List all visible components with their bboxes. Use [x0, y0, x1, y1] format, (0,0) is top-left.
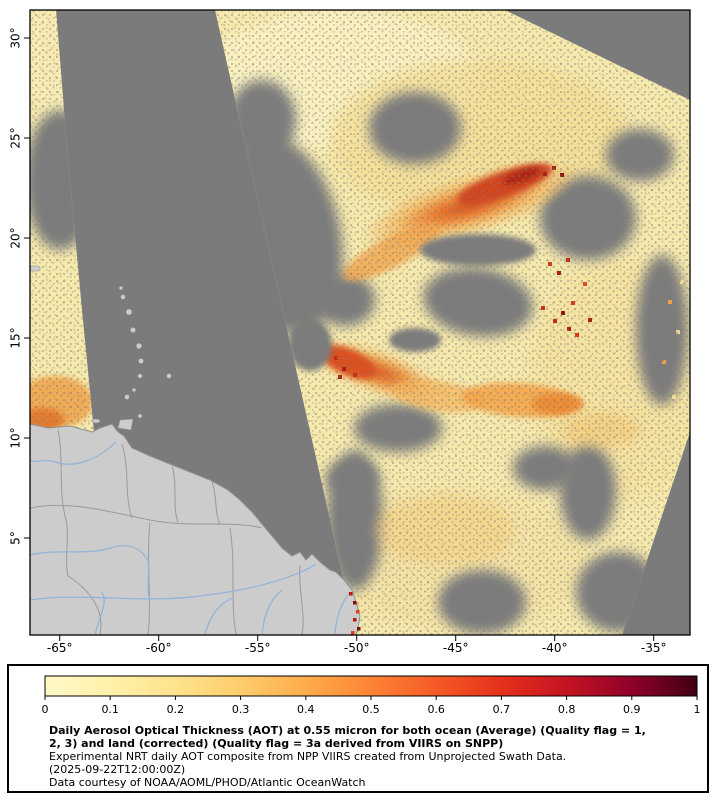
- colorbar-ticks: [44, 696, 698, 700]
- colorbar-tick-label: 0.2: [167, 703, 185, 716]
- caption-line-3: Experimental NRT daily AOT composite fro…: [49, 750, 567, 763]
- colorbar-tick-label: 0: [42, 703, 49, 716]
- colorbar-tick-label: 0.6: [427, 703, 445, 716]
- map-frame: [29, 9, 691, 636]
- colorbar: 0 0.1 0.2 0.3 0.4 0.5 0.6 0.7 0.8 0.9 1: [42, 675, 701, 716]
- colorbar-tick-label: 0.9: [623, 703, 641, 716]
- colorbar-tick-label: 0.5: [362, 703, 380, 716]
- axis-ticks: [24, 37, 655, 641]
- caption-line-4: (2025-09-22T12:00:00Z): [49, 763, 186, 776]
- colorbar-gradient-bar: [44, 675, 698, 697]
- country-borders: [29, 429, 304, 636]
- lon-tick-label: -45°: [443, 641, 469, 655]
- lon-tick-label: -35°: [641, 641, 667, 655]
- caption: Daily Aerosol Optical Thickness (AOT) at…: [9, 722, 707, 789]
- aot-map: -65° -60° -55° -50° -45° -40° -35° 30° 2…: [9, 9, 691, 655]
- caption-line-1: Daily Aerosol Optical Thickness (AOT) at…: [49, 724, 646, 737]
- colorbar-tick-label: 0.1: [101, 703, 119, 716]
- colorbar-tick-labels: 0 0.1 0.2 0.3 0.4 0.5 0.6 0.7 0.8 0.9 1: [42, 703, 701, 716]
- legend-box: 0 0.1 0.2 0.3 0.4 0.5 0.6 0.7 0.8 0.9 1 …: [7, 664, 709, 793]
- lon-tick-label: -65°: [47, 641, 73, 655]
- caption-line-2: 2, 3) and land (corrected) (Quality flag…: [49, 737, 504, 750]
- lon-tick-label: -50°: [344, 641, 370, 655]
- colorbar-tick-label: 0.4: [297, 703, 315, 716]
- land-south-america: [29, 423, 361, 636]
- rivers: [29, 441, 351, 636]
- lon-tick-label: -40°: [542, 641, 568, 655]
- lon-axis-labels: -65° -60° -55° -50° -45° -40° -35°: [47, 641, 667, 655]
- colorbar-tick-label: 0.8: [558, 703, 576, 716]
- lat-tick-label: 10°: [9, 427, 23, 448]
- lat-tick-label: 30°: [9, 27, 23, 48]
- lat-tick-label: 5°: [9, 531, 23, 545]
- lat-tick-label: 15°: [9, 327, 23, 348]
- lon-tick-label: -55°: [245, 641, 271, 655]
- coastal-high-aot-pixels: [349, 592, 361, 635]
- colorbar-tick-label: 0.7: [493, 703, 511, 716]
- island-chain-antilles: [29, 265, 172, 431]
- lat-tick-label: 25°: [9, 127, 23, 148]
- colorbar-tick-label: 0.3: [232, 703, 250, 716]
- colorbar-tick-label: 1: [694, 703, 701, 716]
- caption-line-5: Data courtesy of NOAA/AOML/PHOD/Atlantic…: [49, 776, 366, 789]
- lon-tick-label: -60°: [146, 641, 172, 655]
- lat-tick-label: 20°: [9, 227, 23, 248]
- lat-axis-labels: 30° 25° 20° 15° 10° 5°: [9, 27, 23, 544]
